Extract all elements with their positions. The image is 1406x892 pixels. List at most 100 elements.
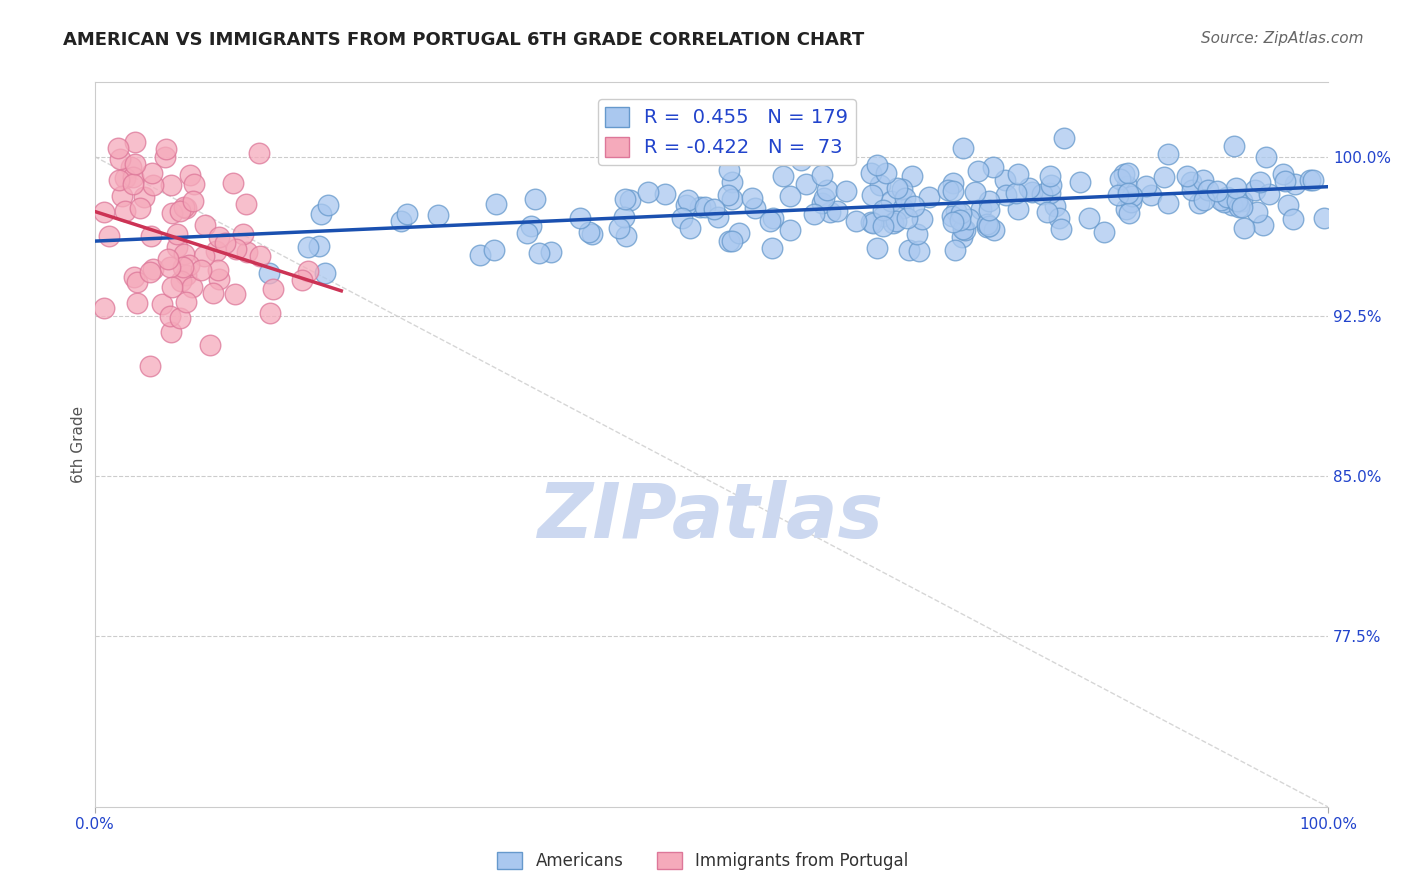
Point: [183, 178, 205, 192]
Point: [1220, 198, 1243, 212]
Point: [193, 249, 215, 263]
Point: [160, 325, 183, 339]
Point: [235, 196, 257, 211]
Point: [172, 260, 194, 275]
Point: [190, 263, 212, 277]
Point: [1052, 131, 1074, 145]
Point: [761, 241, 783, 255]
Point: [259, 266, 281, 280]
Point: [1284, 178, 1306, 192]
Point: [1274, 174, 1296, 188]
Point: [297, 240, 319, 254]
Point: [941, 209, 963, 223]
Point: [166, 240, 188, 254]
Point: [619, 193, 641, 207]
Point: [759, 213, 782, 227]
Point: [207, 262, 229, 277]
Point: [1021, 186, 1043, 200]
Point: [516, 226, 538, 240]
Point: [114, 204, 136, 219]
Point: [979, 194, 1001, 208]
Point: [139, 265, 162, 279]
Point: [180, 280, 202, 294]
Point: [718, 234, 741, 248]
Point: [484, 197, 506, 211]
Point: [159, 260, 181, 274]
Point: [207, 271, 229, 285]
Point: [790, 153, 813, 168]
Point: [953, 223, 976, 237]
Point: [1230, 200, 1253, 214]
Point: [1299, 173, 1322, 187]
Point: [181, 194, 204, 209]
Point: [866, 241, 889, 255]
Point: [150, 297, 173, 311]
Point: [744, 201, 766, 215]
Point: [249, 249, 271, 263]
Point: [122, 177, 145, 191]
Point: [291, 273, 314, 287]
Point: [945, 204, 967, 219]
Point: [1249, 175, 1271, 189]
Point: [779, 223, 801, 237]
Point: [1225, 181, 1247, 195]
Point: [963, 186, 986, 200]
Point: [845, 214, 868, 228]
Point: [232, 227, 254, 242]
Point: [952, 221, 974, 235]
Point: [983, 222, 1005, 236]
Point: [970, 202, 993, 216]
Point: [222, 176, 245, 190]
Point: [160, 178, 183, 192]
Point: [173, 200, 195, 214]
Point: [297, 263, 319, 277]
Point: [1302, 173, 1324, 187]
Point: [942, 184, 965, 198]
Point: [139, 359, 162, 373]
Point: [1114, 167, 1136, 181]
Point: [259, 306, 281, 320]
Point: [886, 181, 908, 195]
Point: [894, 192, 917, 206]
Point: [882, 216, 904, 230]
Point: [1039, 186, 1062, 200]
Point: [1194, 193, 1216, 207]
Point: [772, 169, 794, 184]
Point: [891, 201, 914, 215]
Point: [952, 141, 974, 155]
Point: [200, 337, 222, 351]
Point: [818, 205, 841, 219]
Point: [569, 211, 592, 226]
Point: [941, 176, 963, 190]
Point: [315, 266, 337, 280]
Point: [427, 208, 450, 222]
Point: [1050, 222, 1073, 236]
Point: [717, 187, 740, 202]
Point: [679, 220, 702, 235]
Point: [810, 195, 832, 210]
Point: [1257, 186, 1279, 201]
Point: [977, 202, 1000, 217]
Point: [1246, 204, 1268, 219]
Point: [173, 247, 195, 261]
Point: [132, 190, 155, 204]
Point: [139, 229, 162, 244]
Point: [1036, 205, 1059, 219]
Point: [1115, 202, 1137, 216]
Point: [177, 258, 200, 272]
Point: [527, 246, 550, 260]
Legend: Americans, Immigrants from Portugal: Americans, Immigrants from Portugal: [491, 845, 915, 877]
Point: [1181, 183, 1204, 197]
Point: [1211, 193, 1233, 207]
Point: [741, 191, 763, 205]
Point: [170, 274, 193, 288]
Point: [761, 211, 783, 226]
Point: [1139, 187, 1161, 202]
Point: [201, 286, 224, 301]
Point: [678, 193, 700, 207]
Point: [1216, 190, 1239, 204]
Point: [174, 295, 197, 310]
Point: [468, 248, 491, 262]
Text: AMERICAN VS IMMIGRANTS FROM PORTUGAL 6TH GRADE CORRELATION CHART: AMERICAN VS IMMIGRANTS FROM PORTUGAL 6TH…: [63, 31, 865, 49]
Point: [396, 207, 419, 221]
